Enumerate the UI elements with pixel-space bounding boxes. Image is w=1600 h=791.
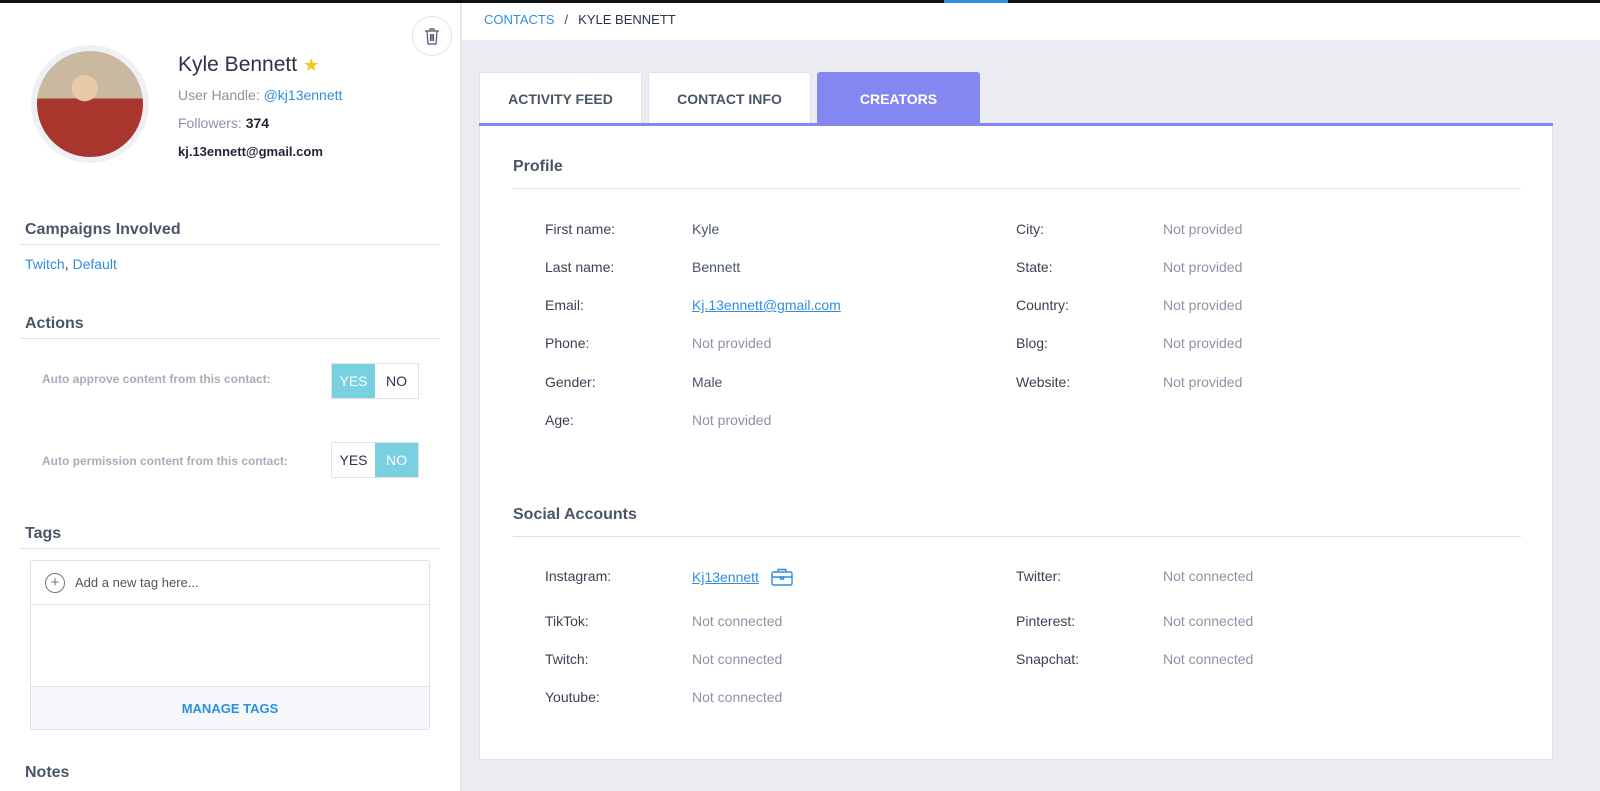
tab-activity-feed[interactable]: ACTIVITY FEED (479, 72, 642, 124)
field-label: Age: (545, 412, 574, 428)
field-label: Youtube: (545, 689, 600, 705)
field-label: Country: (1016, 297, 1069, 313)
profile-heading: Profile (513, 158, 1521, 189)
tab-underline (479, 123, 1553, 126)
delete-button[interactable] (412, 16, 452, 56)
creators-panel: Profile First name: Kyle Last name: Bennett… (479, 126, 1553, 760)
followers: Followers: 374 (178, 115, 270, 131)
tags-heading: Tags (20, 525, 440, 549)
tag-input[interactable]: + Add a new tag here... (31, 561, 429, 605)
notes-heading: Notes (25, 764, 70, 781)
field-value: Not connected (692, 651, 783, 667)
actions-heading: Actions (20, 315, 440, 339)
field-label: City: (1016, 221, 1044, 237)
field-label: Twitch: (545, 651, 589, 667)
tab-creators[interactable]: CREATORS (817, 72, 980, 124)
auto-approve-label: Auto approve content from this contact: (42, 372, 271, 386)
field-value: Bennett (692, 259, 741, 275)
manage-tags-button[interactable]: MANAGE TAGS (31, 686, 429, 729)
top-bar-indicator (944, 0, 1008, 3)
campaign-list: Twitch, Default (25, 256, 117, 272)
field-value: Not provided (1163, 221, 1243, 237)
handle-link[interactable]: @kj13ennett (263, 87, 343, 103)
field-value: Not provided (1163, 297, 1243, 313)
field-value: Not provided (1163, 259, 1243, 275)
campaigns-heading: Campaigns Involved (20, 221, 440, 245)
field-value: Not connected (1163, 651, 1254, 667)
briefcase-icon[interactable] (771, 568, 793, 589)
field-value: Not provided (692, 412, 772, 428)
tab-contact-info[interactable]: CONTACT INFO (648, 72, 811, 124)
field-label: TikTok: (545, 613, 589, 629)
auto-approve-toggle[interactable]: YES NO (331, 363, 419, 399)
no-option[interactable]: NO (375, 443, 418, 477)
field-value: Not connected (692, 613, 783, 629)
field-label: State: (1016, 259, 1053, 275)
field-label: Email: (545, 297, 584, 313)
trash-icon (425, 28, 439, 45)
breadcrumb: CONTACTS / KYLE BENNETT (462, 3, 1600, 40)
email-link[interactable]: Kj.13ennett@gmail.com (692, 297, 841, 313)
contact-sidebar: Kyle Bennett ★ User Handle: @kj13ennett F… (0, 3, 461, 791)
field-value: Not connected (692, 689, 783, 705)
field-label: First name: (545, 221, 616, 237)
auto-permission-toggle[interactable]: YES NO (331, 442, 419, 478)
field-label: Phone: (545, 335, 590, 351)
field-value: Not connected (1163, 613, 1254, 629)
field-label: Instagram: (545, 568, 612, 584)
plus-circle-icon[interactable]: + (45, 572, 65, 593)
top-bar (0, 0, 1600, 3)
breadcrumb-current: KYLE BENNETT (578, 12, 676, 27)
field-value: Not provided (1163, 335, 1243, 351)
field-label: Last name: (545, 259, 615, 275)
yes-option[interactable]: YES (339, 452, 368, 468)
contact-email: kj.13ennett@gmail.com (178, 144, 323, 159)
field-label: Snapchat: (1016, 651, 1080, 667)
field-label: Pinterest: (1016, 613, 1076, 629)
star-icon[interactable]: ★ (303, 55, 320, 75)
user-handle: User Handle: @kj13ennett (178, 87, 343, 103)
field-value: Not provided (1163, 374, 1243, 390)
breadcrumb-contacts[interactable]: CONTACTS (484, 12, 555, 27)
contact-name: Kyle Bennett ★ (178, 53, 320, 76)
field-label: Twitter: (1016, 568, 1062, 584)
tags-box: + Add a new tag here... MANAGE TAGS (30, 560, 430, 730)
field-value: Kj.13ennett@gmail.com (692, 297, 841, 313)
avatar (31, 45, 149, 163)
field-value: Kyle (692, 221, 720, 237)
social-heading: Social Accounts (513, 506, 1521, 537)
no-option[interactable]: NO (386, 373, 407, 389)
instagram-link[interactable]: Kj13ennett (692, 569, 759, 586)
yes-option[interactable]: YES (332, 364, 375, 398)
field-label: Website: (1016, 374, 1071, 390)
auto-permission-label: Auto permission content from this contac… (42, 454, 289, 468)
campaign-link[interactable]: Default (72, 256, 117, 272)
field-value: Kj13ennett (692, 568, 793, 589)
field-label: Gender: (545, 374, 596, 390)
field-value: Male (692, 374, 723, 390)
field-label: Blog: (1016, 335, 1048, 351)
campaign-link[interactable]: Twitch (25, 256, 65, 272)
field-value: Not connected (1163, 568, 1254, 584)
field-value: Not provided (692, 335, 772, 351)
